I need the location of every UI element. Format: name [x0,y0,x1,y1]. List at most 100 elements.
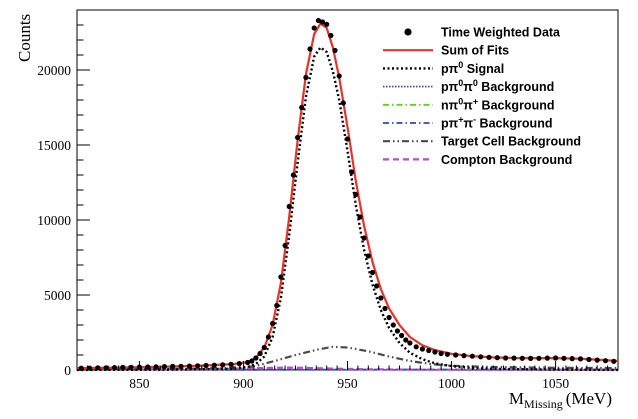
legend-label-ppippim: pπ+π- Background [441,115,552,131]
data-point [395,328,400,333]
data-point [603,358,608,363]
data-point [299,105,304,110]
legend-label-part: Compton Background [441,153,572,167]
data-point [453,352,458,357]
data-point [432,349,437,354]
data-point [561,356,566,361]
data-point [295,135,300,140]
data-point [578,356,583,361]
data-point [203,363,208,368]
data-point [278,274,283,279]
data-point [362,235,367,240]
data-point [366,253,371,258]
legend-label-part: Time Weighted Data [441,26,561,40]
data-point [262,345,267,350]
x-axis-title: MMissing(MeV) [509,389,612,411]
data-point [328,33,333,38]
data-point [586,357,591,362]
data-point [353,192,358,197]
data-point [162,364,167,369]
data-point [570,356,575,361]
data-point [312,25,317,30]
data-point [154,364,159,369]
data-point [611,359,616,364]
y-tick-label: 20000 [37,63,71,78]
series-layer [77,18,618,371]
x-axis-title-sub: Missing [524,397,563,411]
data-point [553,355,558,360]
data-point [382,306,387,311]
legend-label-part: Background [478,98,554,112]
legend-label-part: Background [476,117,552,131]
data-point [357,214,362,219]
data-point [420,346,425,351]
data-point [407,340,412,345]
legend-label-part: π [463,117,473,131]
data-point [439,351,444,356]
legend-label-npi0pip: nπ0π+ Background [441,96,554,112]
x-tick-label: 950 [337,376,358,391]
data-point [445,352,450,357]
data-point [270,321,275,326]
data-point [287,204,292,209]
legend-marker-data [404,28,411,35]
legend-label-target: Target Cell Background [441,135,581,149]
legend-label-data: Time Weighted Data [441,26,561,40]
data-point [414,344,419,349]
legend-label-part: Target Cell Background [441,135,581,149]
y-tick-label: 15000 [37,138,71,153]
data-point [595,358,600,363]
data-point [283,243,288,248]
legend-label-part: π [463,80,473,94]
data-point [503,355,508,360]
series-line-signal [77,48,618,370]
data-point [341,100,346,105]
data-point [337,73,342,78]
legend-label-ppi0pi0: pπ0π0 Background [441,78,554,94]
legend-label-part: Signal [463,62,504,76]
data-point [258,351,263,356]
data-point [303,75,308,80]
data-point [253,355,258,360]
x-axis-title-main: M [509,389,524,408]
legend-label-part: π [463,98,473,112]
data-point [266,334,271,339]
data-point [470,354,475,359]
data-point [545,356,550,361]
data-point [345,136,350,141]
x-tick-label: 1000 [438,376,465,391]
data-point [387,315,392,320]
legend-label-signal: pπ0 Signal [441,60,504,76]
x-axis-title-unit: (MeV) [566,389,612,408]
plot-frame [77,10,618,370]
data-point [486,355,491,360]
data-point [461,353,466,358]
legend-label-part: pπ [441,80,459,94]
data-point [324,22,329,27]
x-tick-label: 900 [233,376,254,391]
data-point [307,46,312,51]
legend-label-part: pπ [441,62,459,76]
data-point [120,365,125,370]
y-tick-label: 5000 [44,288,71,303]
data-point [370,270,375,275]
y-axis-title: Counts [15,14,34,62]
data-point [426,348,431,353]
x-tick-label: 850 [129,376,150,391]
data-point [195,363,200,368]
legend-label-part: Sum of Fits [441,44,509,58]
data-point [391,322,396,327]
data-point [399,333,404,338]
legend-label-sum: Sum of Fits [441,44,509,58]
data-point [536,356,541,361]
data-point [332,48,337,53]
data-point [291,172,296,177]
series-line-sum [77,24,618,369]
legend-label-part: Background [478,80,554,94]
data-point [478,354,483,359]
data-point [274,303,279,308]
data-point [237,361,242,366]
